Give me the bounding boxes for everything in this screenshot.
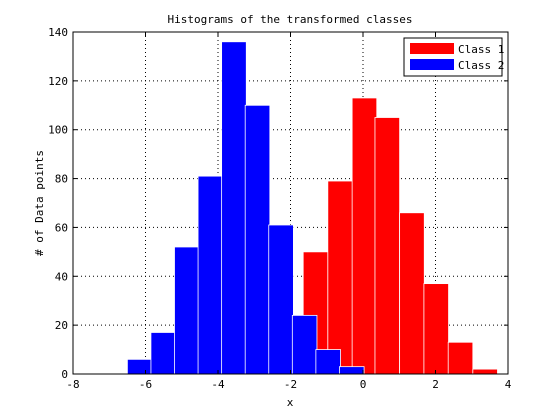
y-tick-label: 20 [55,319,68,332]
histogram-bars [126,41,498,375]
x-tick-label: -6 [139,378,152,391]
legend-label-class-1: Class 1 [458,43,504,56]
x-tick-label: 2 [432,378,439,391]
histogram-bar-class-1-bin-10 [472,368,498,375]
histogram-bar-class-2-bin-3 [174,246,200,375]
histogram-bar-class-2-bin-7 [268,224,294,375]
histogram-bar-class-1-bin-6 [374,117,401,375]
histogram-bar-class-2-bin-2 [150,332,176,375]
y-tick-label: 80 [55,173,68,186]
x-tick-label: 0 [360,378,367,391]
legend-swatch-class-2 [410,59,454,70]
x-tick-label: -8 [66,378,79,391]
legend-swatch-class-1 [410,43,454,54]
histogram-bar-class-1-bin-8 [423,283,449,375]
histogram-bar-class-2-bin-5 [221,41,247,375]
histogram-bar-class-1-bin-5 [351,97,378,375]
y-tick-label: 140 [48,26,68,39]
legend-label-class-2: Class 2 [458,59,504,72]
y-tick-label: 120 [48,75,68,88]
histogram-bar-class-2-bin-10 [339,366,365,375]
y-axis-label: # of Data points [33,150,46,256]
y-tick-label: 60 [55,221,68,234]
y-tick-label: 0 [61,368,68,381]
chart-title: Histograms of the transformed classes [167,13,412,26]
histogram-bar-class-2-bin-9 [315,349,341,375]
y-tick-label: 40 [55,270,68,283]
legend: Class 1 Class 2 [403,37,504,77]
histogram-bar-class-2-bin-8 [291,314,318,375]
histogram-bar-class-1-bin-7 [399,212,425,375]
histogram-bar-class-1-bin-9 [447,341,474,375]
x-tick-label: -4 [211,378,225,391]
x-tick-label: -2 [284,378,297,391]
histogram-bar-class-2-bin-1 [126,358,153,375]
x-axis-label: x [287,396,294,409]
y-tick-label: 100 [48,124,68,137]
histogram-bar-class-1-bin-4 [327,180,353,375]
histogram-bar-class-2-bin-4 [197,175,224,375]
histogram-bar-class-2-bin-6 [244,104,271,375]
x-tick-label: 4 [505,378,512,391]
